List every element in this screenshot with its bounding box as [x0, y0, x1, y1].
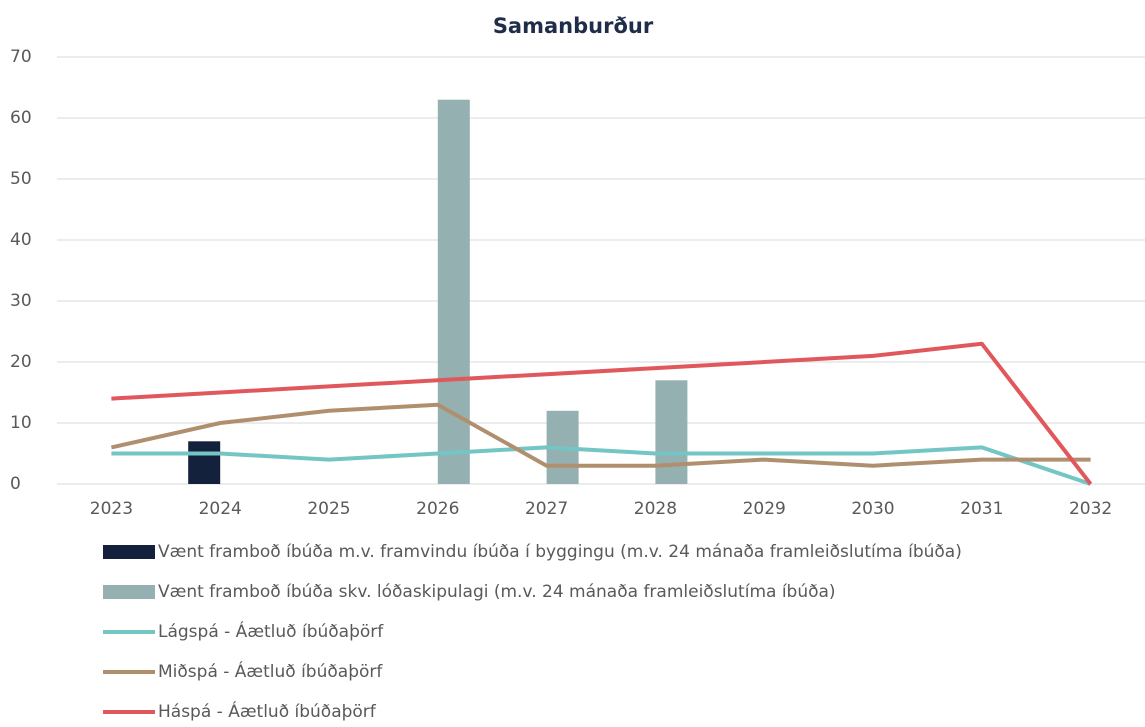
- x-tick-label: 2024: [199, 499, 242, 519]
- y-tick-label: 50: [10, 169, 32, 189]
- x-tick-label: 2026: [416, 499, 459, 519]
- legend-label: Lágspá - Áætluð íbúðaþörf: [158, 620, 384, 642]
- chart-title: Samanburður: [493, 14, 654, 38]
- y-tick-label: 20: [10, 352, 32, 372]
- line: [111, 445, 1092, 486]
- legend-label: Vænt framboð íbúða skv. lóðaskipulagi (m…: [158, 582, 836, 602]
- y-tick-label: 60: [10, 108, 32, 128]
- x-tick-label: 2032: [1069, 499, 1112, 519]
- y-tick-label: 40: [10, 230, 32, 250]
- x-tick-label: 2031: [960, 499, 1003, 519]
- bar: [437, 99, 470, 484]
- line: [110, 402, 1091, 468]
- legend-swatch: [103, 545, 155, 559]
- line: [111, 341, 1093, 486]
- x-tick-label: 2023: [90, 499, 133, 519]
- legend-label: Vænt framboð íbúða m.v. framvindu íbúða …: [158, 542, 962, 562]
- legend-swatch: [103, 585, 155, 599]
- x-tick-label: 2027: [525, 499, 568, 519]
- x-tick-label: 2030: [851, 499, 894, 519]
- y-tick-label: 0: [10, 474, 21, 494]
- x-tick-label: 2028: [634, 499, 677, 519]
- legend-label: Miðspá - Áætluð íbúðaþörf: [158, 660, 383, 682]
- bar: [655, 380, 688, 484]
- legend-label: Háspá - Áætluð íbúðaþörf: [158, 700, 377, 722]
- x-tick-label: 2029: [743, 499, 786, 519]
- y-tick-label: 70: [10, 47, 32, 67]
- x-tick-label: 2025: [307, 499, 350, 519]
- y-tick-label: 10: [10, 413, 32, 433]
- bar: [188, 441, 221, 484]
- y-tick-label: 30: [10, 291, 32, 311]
